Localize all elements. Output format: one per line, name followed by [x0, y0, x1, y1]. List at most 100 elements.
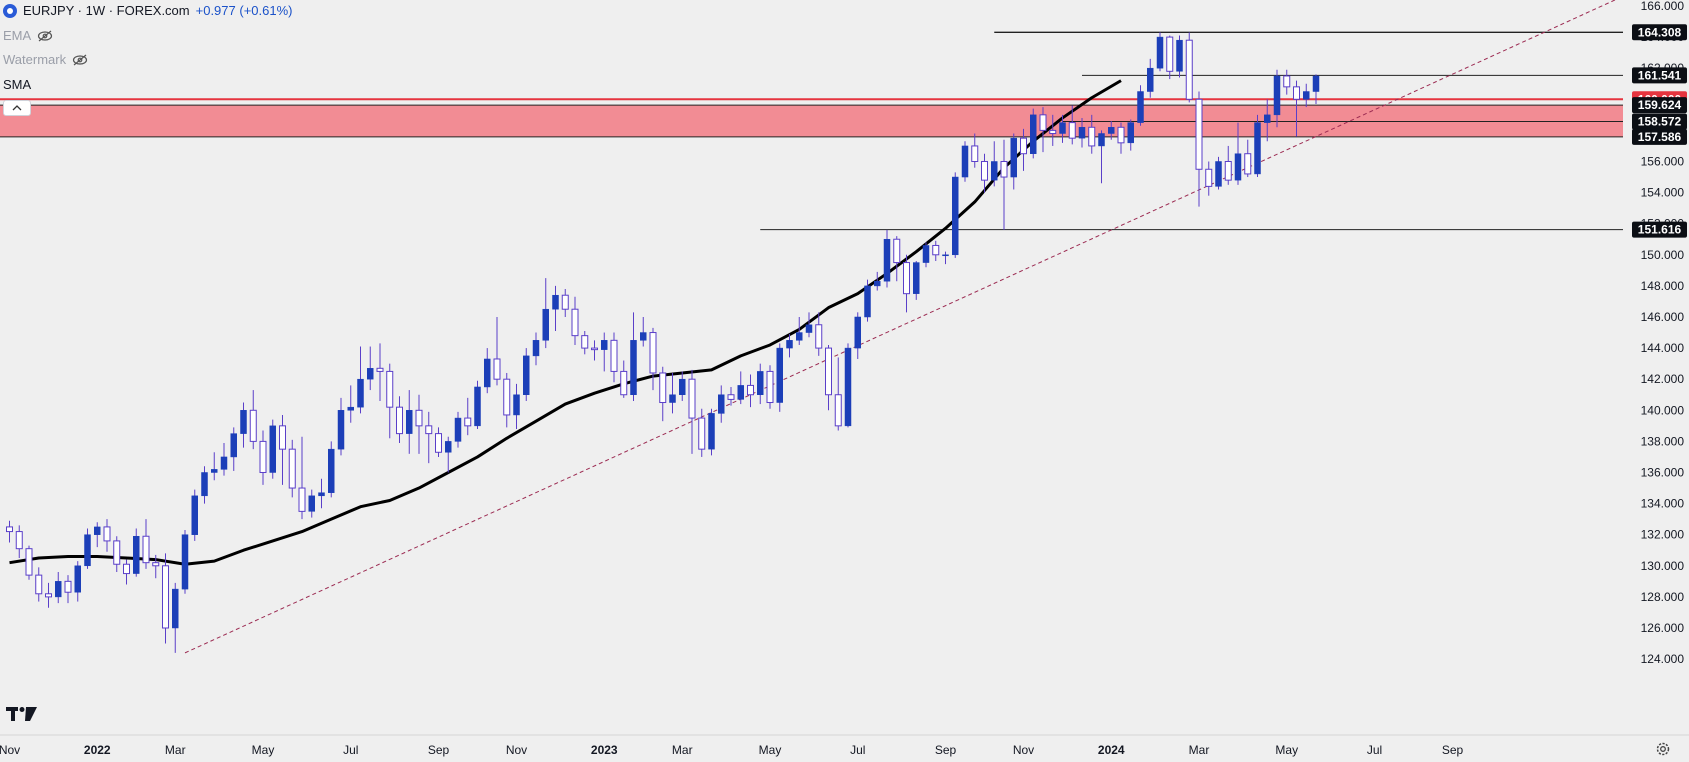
candle-body	[493, 358, 501, 380]
candle	[1215, 156, 1222, 190]
candle-body	[561, 294, 569, 310]
candle-body	[688, 378, 696, 419]
candle	[708, 408, 715, 456]
symbol-title: EURJPY · 1W · FOREX.com	[23, 3, 190, 18]
candle-body	[191, 495, 198, 535]
candle	[649, 327, 657, 391]
candle-body	[64, 580, 72, 593]
candle-body	[679, 378, 686, 395]
candle-body	[425, 425, 433, 435]
candle-body	[367, 368, 374, 380]
price-level-label-text: 164.308	[1638, 25, 1682, 39]
collapse-legend-button[interactable]	[3, 100, 31, 116]
candle-body	[1078, 127, 1086, 139]
candle	[805, 312, 813, 338]
candle-body	[249, 409, 257, 442]
candle	[1224, 145, 1232, 185]
candle-body	[864, 285, 871, 318]
candle-body	[181, 534, 189, 590]
price-tick-label: 142.000	[1641, 372, 1685, 386]
candle-body	[747, 384, 754, 396]
candle	[6, 520, 13, 543]
price-level-label-bg	[1632, 128, 1687, 145]
candle	[328, 441, 335, 498]
candle	[45, 582, 52, 608]
candle	[1000, 139, 1008, 230]
candle	[1156, 32, 1164, 72]
tradingview-logo[interactable]	[6, 706, 38, 722]
gear-icon[interactable]	[1655, 741, 1671, 757]
candle-body	[347, 406, 354, 411]
symbol-row[interactable]: EURJPY · 1W · FOREX.com +0.977 (+0.61%)	[3, 3, 292, 18]
candle	[669, 372, 676, 414]
indicator-sma[interactable]: SMA	[3, 77, 31, 92]
candle	[1283, 69, 1291, 95]
candle	[240, 402, 247, 448]
candle-body	[1195, 98, 1203, 170]
time-tick-label: May	[252, 743, 275, 757]
candle-body	[415, 409, 423, 427]
candle-body	[1127, 122, 1134, 144]
candle-body	[1088, 126, 1096, 147]
candle	[1303, 83, 1310, 108]
candle	[1108, 121, 1115, 140]
candle	[834, 357, 842, 431]
candle-body	[1283, 75, 1291, 88]
candle-body	[357, 378, 364, 408]
candle	[659, 366, 667, 422]
candle-body	[669, 394, 676, 403]
candle	[903, 254, 910, 313]
candle	[142, 519, 150, 569]
candle-body	[542, 308, 549, 341]
candle-body	[337, 410, 345, 450]
candle-body	[874, 280, 881, 287]
candle-body	[757, 371, 764, 395]
price-level-label: 158.572	[1632, 113, 1687, 130]
candle-body	[406, 410, 413, 434]
time-tick-label: Nov	[0, 743, 20, 757]
candle-body	[15, 531, 23, 550]
candle-body	[971, 145, 979, 162]
candle	[874, 271, 881, 291]
candle-body	[1234, 153, 1242, 181]
candle	[347, 385, 354, 423]
price-level-label-text: 157.586	[1638, 130, 1682, 144]
candle-body	[1059, 122, 1066, 134]
candle	[1205, 161, 1213, 196]
forex-icon	[3, 3, 17, 18]
candle-body	[903, 262, 910, 295]
candle-body	[718, 394, 725, 414]
price-level-label-bg	[1632, 67, 1687, 84]
candle-body	[776, 347, 783, 403]
time-tick-label: Mar	[1189, 743, 1210, 757]
candle-body	[240, 410, 247, 434]
candle	[415, 394, 423, 454]
candle-body	[133, 535, 140, 574]
indicator-ema[interactable]: EMA	[3, 28, 53, 43]
candle-body	[737, 385, 744, 400]
price-tick-label: 130.000	[1641, 559, 1685, 573]
candle-body	[1039, 114, 1047, 131]
candle-body	[630, 340, 637, 395]
candle-body	[35, 574, 43, 595]
candle	[454, 411, 462, 448]
candle	[425, 411, 433, 464]
candle	[893, 236, 901, 282]
eye-hidden-icon[interactable]	[72, 54, 88, 66]
candle	[55, 572, 62, 604]
candle-body	[1108, 127, 1115, 134]
indicator-watermark[interactable]: Watermark	[3, 52, 88, 67]
candle	[230, 427, 237, 471]
time-tick-label: Nov	[506, 743, 527, 757]
candle	[523, 348, 530, 401]
candle-body	[513, 394, 520, 416]
price-level-label-text: 159.624	[1638, 98, 1682, 112]
price-tick-label: 132.000	[1641, 528, 1685, 542]
price-tick-label: 128.000	[1641, 590, 1685, 604]
candle	[961, 141, 969, 182]
indicator-sma-label: SMA	[3, 77, 32, 92]
price-tick-label: 138.000	[1641, 434, 1685, 448]
eye-hidden-icon[interactable]	[37, 30, 53, 42]
chevron-up-icon	[12, 105, 22, 111]
